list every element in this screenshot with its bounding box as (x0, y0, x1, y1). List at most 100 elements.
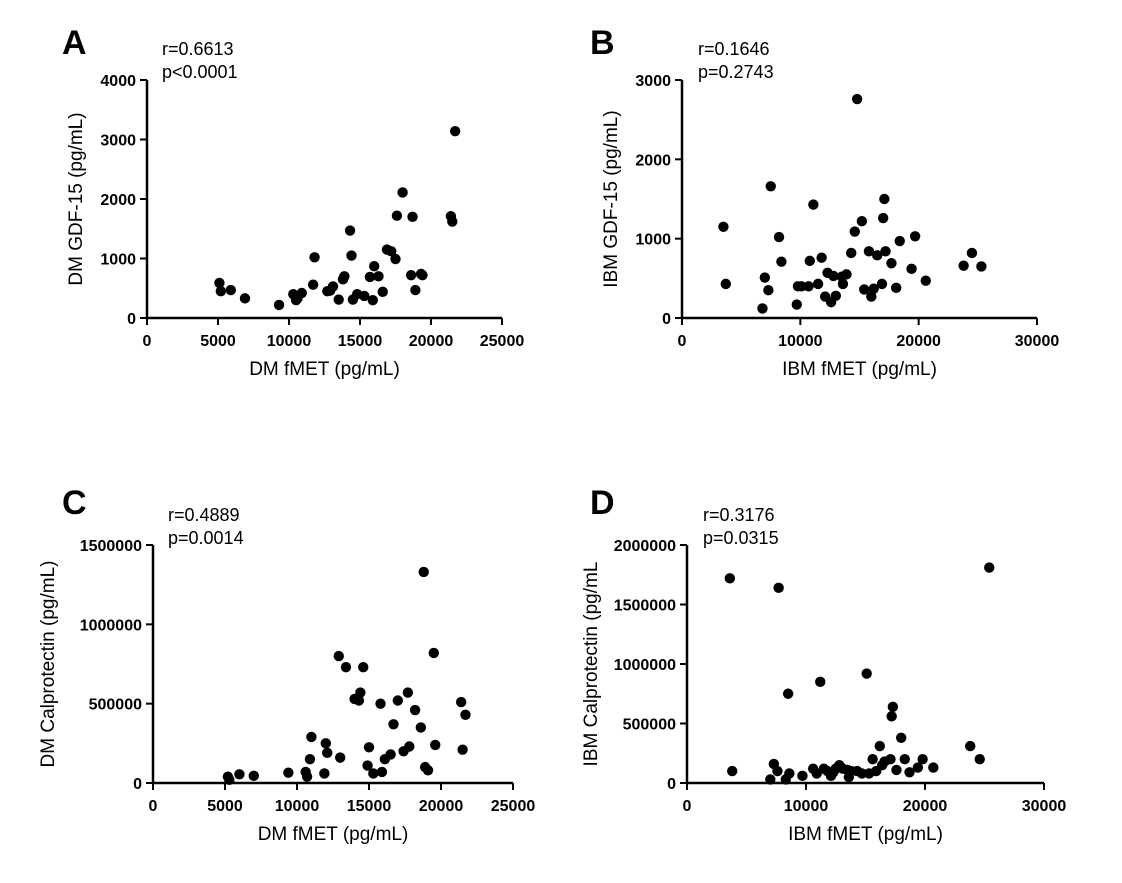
data-point (319, 768, 330, 779)
data-point (375, 698, 386, 709)
data-point (765, 181, 776, 192)
r-value: r=0.3176 (703, 505, 775, 525)
data-point (906, 263, 917, 275)
data-point (803, 281, 814, 292)
y-tick-label: 1500000 (80, 538, 142, 555)
x-tick-label: 25000 (491, 798, 536, 815)
x-tick-label: 0 (678, 333, 687, 350)
y-tick-label: 500000 (623, 717, 676, 734)
p-value: p=0.0315 (703, 528, 779, 548)
data-point (368, 768, 379, 779)
data-point (273, 299, 285, 311)
data-point (417, 269, 428, 281)
data-point (863, 246, 875, 257)
data-point (422, 765, 434, 776)
data-point (720, 278, 731, 290)
panel-letter: D (590, 484, 615, 522)
data-point (355, 687, 366, 698)
y-tick-label: 1500000 (614, 598, 676, 615)
y-tick-label: 2000 (100, 192, 136, 209)
data-point (837, 278, 849, 290)
data-point (339, 271, 350, 282)
data-point (296, 287, 307, 299)
x-tick-label: 10000 (778, 333, 823, 350)
x-tick-label: 5000 (207, 798, 243, 815)
data-point (346, 250, 357, 261)
data-point (307, 279, 319, 290)
data-point (859, 284, 870, 295)
y-axis-title: DM GDF-15 (pg/mL) (66, 112, 87, 285)
data-point (364, 271, 376, 283)
y-tick-label: 2000 (635, 152, 671, 169)
data-point (984, 562, 995, 573)
x-tick-label: 20000 (896, 333, 941, 350)
data-point (880, 246, 891, 257)
data-point (784, 768, 795, 779)
x-axis-title: IBM fMET (pg/mL) (788, 824, 943, 845)
data-point (877, 212, 889, 224)
data-point (362, 760, 373, 771)
r-value: r=0.4889 (168, 505, 240, 525)
data-point (765, 774, 776, 785)
y-tick-label: 0 (133, 776, 142, 793)
data-point (224, 774, 235, 786)
data-point (797, 770, 808, 782)
data-point (776, 256, 787, 267)
data-point (866, 291, 877, 302)
y-tick-label: 1000000 (614, 657, 676, 674)
data-point (335, 752, 346, 763)
x-tick-label: 30000 (1015, 333, 1060, 350)
y-tick-label: 3000 (100, 133, 136, 150)
data-point (322, 747, 333, 759)
data-point (724, 573, 736, 584)
data-point (373, 271, 384, 282)
data-point (385, 749, 396, 760)
data-point (867, 754, 878, 765)
data-point (428, 647, 439, 659)
data-point (447, 216, 458, 227)
y-tick-label: 0 (127, 311, 136, 328)
x-tick-label: 20000 (409, 333, 454, 350)
data-point (772, 765, 783, 777)
panel-letter: C (62, 484, 87, 522)
data-point (402, 687, 414, 698)
data-point (868, 283, 879, 294)
data-point (861, 668, 872, 679)
data-point (409, 704, 421, 716)
data-point (965, 740, 976, 752)
data-point (415, 722, 427, 733)
data-point (815, 676, 826, 688)
data-point (405, 269, 417, 281)
x-axis-title: IBM fMET (pg/mL) (782, 359, 937, 380)
data-point (301, 771, 313, 782)
data-point (976, 261, 987, 272)
data-point (388, 719, 399, 730)
data-point (306, 731, 317, 743)
data-point (391, 210, 403, 221)
data-point (404, 741, 415, 752)
x-tick-label: 10000 (275, 798, 320, 815)
data-point (879, 193, 890, 205)
data-point (891, 764, 902, 776)
y-tick-label: 3000 (635, 73, 671, 90)
x-tick-label: 10000 (267, 333, 312, 350)
x-axis-title: DM fMET (pg/mL) (258, 824, 409, 845)
data-point (327, 281, 339, 292)
data-point (353, 695, 365, 706)
data-point (283, 767, 294, 778)
data-point (782, 688, 794, 699)
data-point (846, 247, 857, 259)
data-point (457, 744, 468, 755)
y-tick-label: 0 (662, 311, 671, 328)
y-tick-label: 2000000 (614, 538, 676, 555)
data-point (887, 701, 899, 713)
data-point (344, 225, 356, 236)
data-point (460, 709, 471, 720)
data-point (773, 582, 784, 594)
data-point (449, 125, 461, 137)
data-point (928, 762, 939, 773)
data-point (885, 754, 896, 765)
